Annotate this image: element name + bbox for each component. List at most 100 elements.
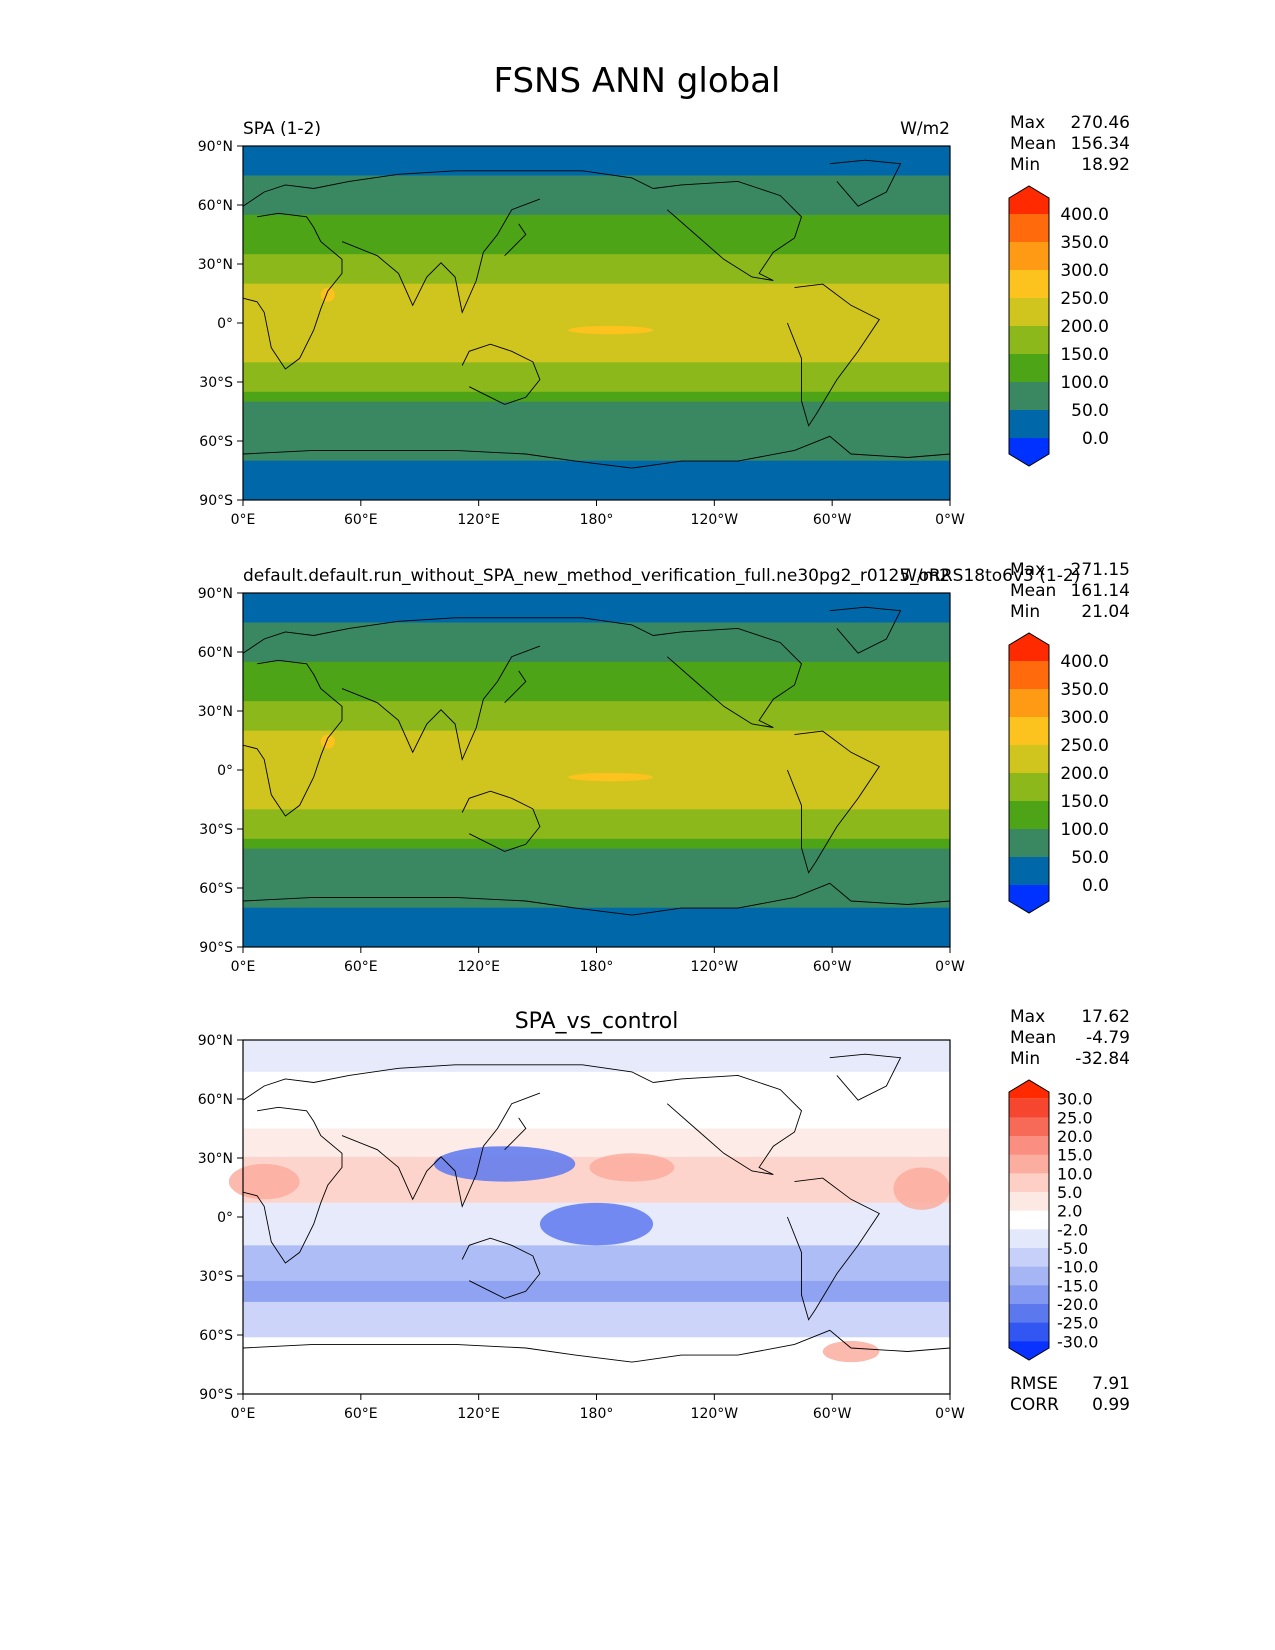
contour-band — [243, 362, 950, 373]
contour-band — [243, 878, 950, 889]
coastline — [242, 435, 951, 469]
stat-label: Mean — [1010, 1028, 1056, 1048]
contour-band — [243, 1245, 950, 1281]
panel-units: W/m2 — [900, 119, 950, 139]
colorbar-segment — [1009, 1154, 1049, 1174]
lon-tick-label: 0°W — [935, 512, 965, 528]
coastline — [504, 223, 527, 257]
colorbar-level-label: -10.0 — [1057, 1258, 1098, 1277]
contour-band — [243, 303, 950, 314]
lat-tick-label: 60°N — [198, 1092, 233, 1108]
contour-blob — [228, 1163, 300, 1200]
contour-band — [243, 480, 950, 491]
colorbar-level-label: 2.0 — [1057, 1202, 1082, 1221]
contour-band — [243, 681, 950, 692]
contour-band — [243, 214, 950, 226]
coastline — [242, 170, 654, 207]
stat-label: Min — [1010, 1049, 1040, 1069]
lon-tick-label: 60°E — [344, 1406, 378, 1422]
contour-blob — [589, 1153, 675, 1182]
contour-band — [243, 283, 950, 294]
colorbar: 400.0 350.0 300.0 250.0 200.0 150.0 100.0 50.0 0… — [1008, 632, 1109, 914]
panel-title-left: default.default.run_without_SPA_new_meth… — [243, 566, 1080, 586]
contour-band — [243, 701, 950, 712]
coastline — [504, 670, 527, 704]
colorbar-segment — [1009, 1173, 1049, 1193]
contour-band — [243, 254, 950, 265]
lat-tick-label: 90°S — [199, 1387, 233, 1403]
colorbar-level-label: 400.0 — [1060, 205, 1109, 225]
colorbar-segment — [1009, 1285, 1049, 1305]
contour-band — [243, 205, 950, 216]
lon-tick-label: 0°E — [231, 1406, 256, 1422]
coastline — [242, 1106, 343, 1264]
lon-tick-label: 120°W — [691, 512, 739, 528]
stat-label: Min — [1010, 155, 1040, 175]
stat-value: 17.62 — [1081, 1007, 1130, 1027]
lat-tick-label: 60°S — [199, 881, 233, 897]
colorbar-segment — [1009, 1098, 1049, 1118]
stat-label: Max — [1010, 560, 1045, 580]
colorbar-segment — [1009, 745, 1049, 774]
panel-title: SPA_vs_control — [515, 1009, 679, 1034]
stat-label: Mean — [1010, 581, 1056, 601]
contour-band — [243, 799, 950, 810]
colorbar-segment — [1009, 1248, 1049, 1268]
lat-tick-label: 30°S — [199, 1269, 233, 1285]
contour-band — [243, 372, 950, 383]
lon-tick-label: 0°W — [935, 1406, 965, 1422]
lon-tick-label: 0°E — [231, 512, 256, 528]
lat-tick-label: 60°S — [199, 434, 233, 450]
colorbar-extend-min — [1009, 438, 1049, 466]
colorbar-outline — [1008, 1079, 1050, 1361]
colorbar-level-label: 200.0 — [1060, 317, 1109, 337]
stat-value: -4.79 — [1086, 1028, 1130, 1048]
contour-band — [243, 602, 950, 614]
coastline — [242, 1329, 951, 1363]
contour-band — [243, 897, 950, 909]
colorbar-level-label: 0.0 — [1082, 876, 1109, 896]
colorbar-level-label: 100.0 — [1060, 820, 1109, 840]
coastline — [242, 1064, 654, 1101]
colorbar-segment — [1009, 1117, 1049, 1137]
lon-tick-label: 120°E — [457, 512, 500, 528]
stat-value: 270.46 — [1071, 113, 1130, 133]
lon-tick-label: 60°W — [813, 512, 852, 528]
coastline — [829, 606, 902, 654]
colorbar-extend-min — [1009, 885, 1049, 913]
lat-tick-label: 0° — [217, 763, 233, 779]
colorbar-level-label: 50.0 — [1071, 401, 1109, 421]
colorbar-segment — [1009, 1210, 1049, 1230]
lat-tick-label: 90°S — [199, 493, 233, 509]
stat-value: -32.84 — [1075, 1049, 1130, 1069]
colorbar-segment — [1009, 801, 1049, 830]
colorbar-segment — [1009, 773, 1049, 802]
colorbar-level-label: 15.0 — [1057, 1146, 1093, 1165]
lon-tick-label: 180° — [580, 1406, 614, 1422]
colorbar-segment — [1009, 1229, 1049, 1249]
colorbar-segment — [1009, 354, 1049, 383]
coastline — [461, 343, 541, 405]
contour-band — [243, 720, 950, 732]
lat-tick-label: 30°N — [198, 704, 233, 720]
colorbar-level-label: 100.0 — [1060, 373, 1109, 393]
contour-band — [243, 730, 950, 741]
colorbar-level-label: -20.0 — [1057, 1295, 1098, 1314]
contour-band — [243, 691, 950, 702]
stat-label: Min — [1010, 602, 1040, 622]
contour-band — [243, 224, 950, 235]
colorbar-level-label: 250.0 — [1060, 736, 1109, 756]
contour-band — [243, 868, 950, 879]
lat-tick-label: 0° — [217, 1210, 233, 1226]
colorbar-segment — [1009, 689, 1049, 718]
coastline — [653, 180, 803, 281]
lat-tick-label: 60°N — [198, 198, 233, 214]
lat-tick-label: 0° — [217, 316, 233, 332]
contour-band — [243, 711, 950, 722]
contour-band — [243, 740, 950, 751]
contour-blob — [568, 325, 654, 335]
corr-value: 0.99 — [1092, 1395, 1130, 1415]
colorbar-segment — [1009, 1136, 1049, 1156]
contour-band — [243, 391, 950, 403]
